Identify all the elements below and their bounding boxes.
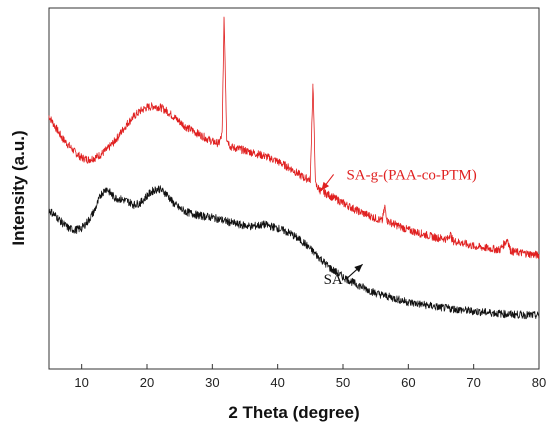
x-axis-ticks: 10 20 30 40 50 60 70 80 [74, 364, 546, 390]
x-tick-label: 50 [336, 375, 350, 390]
x-axis-title: 2 Theta (degree) [228, 403, 359, 422]
x-tick-label: 20 [140, 375, 154, 390]
series-line-sa-g-paa-co-ptm [48, 16, 540, 260]
series-line-sa [48, 185, 540, 320]
x-tick-label: 70 [466, 375, 480, 390]
plot-frame [48, 7, 540, 370]
annotations-group: SA-g-(PAA-co-PTM) SA [321, 167, 477, 288]
x-tick-label: 60 [401, 375, 415, 390]
x-tick-label: 30 [205, 375, 219, 390]
annotation-label-0: SA-g-(PAA-co-PTM) [346, 167, 476, 183]
x-tick-label: 80 [532, 375, 546, 390]
x-tick-label: 10 [74, 375, 88, 390]
annotation-label-1: SA [324, 272, 343, 288]
annotation-arrow-head [354, 264, 363, 273]
annotation-arrow-head [321, 181, 330, 191]
x-tick-label: 40 [270, 375, 284, 390]
series-group [48, 16, 540, 320]
y-axis-title: Intensity (a.u.) [9, 130, 28, 245]
